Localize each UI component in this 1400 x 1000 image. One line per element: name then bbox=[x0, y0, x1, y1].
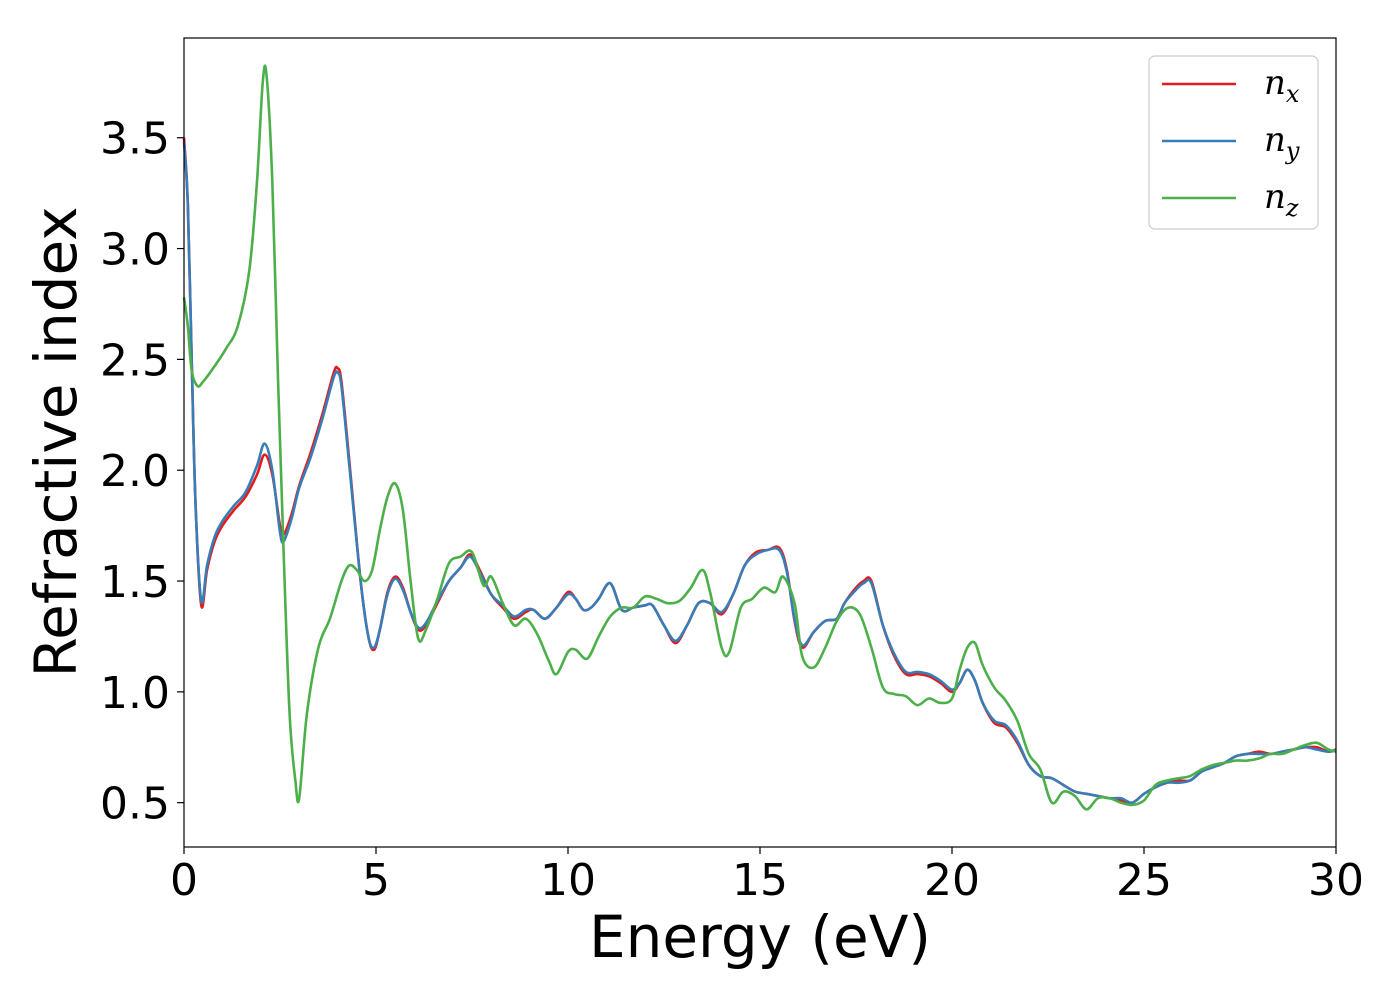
x-tick-label: 20 bbox=[924, 855, 980, 906]
x-tick-label: 25 bbox=[1116, 855, 1172, 906]
y-tick-label: 1.5 bbox=[100, 557, 170, 608]
series-line-y bbox=[182, 142, 1337, 805]
legend-label-subscript: y bbox=[1285, 137, 1300, 165]
legend-label-x: nx bbox=[1264, 63, 1300, 108]
x-tick-label: 0 bbox=[170, 855, 198, 906]
x-tick-label: 15 bbox=[732, 855, 788, 906]
y-tick-label: 3.5 bbox=[100, 114, 170, 165]
y-tick-label: 0.5 bbox=[100, 779, 170, 830]
x-tick-label: 5 bbox=[362, 855, 390, 906]
y-tick-label: 2.5 bbox=[100, 335, 170, 386]
legend-label-base: n bbox=[1264, 63, 1286, 103]
legend-label-base: n bbox=[1264, 120, 1286, 160]
tick-layer: 0 5 10 15 20 25 30 0.5 1.0 1.5 2.0 2.5 3.0 3.5 bbox=[100, 114, 1364, 906]
y-axis-label: Refractive index bbox=[22, 206, 90, 677]
x-tick-label: 30 bbox=[1308, 855, 1364, 906]
series-line-x bbox=[182, 137, 1337, 805]
plot-frame bbox=[183, 37, 1337, 848]
legend-label-base: n bbox=[1264, 177, 1286, 217]
x-axis-label: Energy (eV) bbox=[589, 903, 931, 971]
legend-label-y: ny bbox=[1264, 120, 1300, 165]
legend-label-subscript: x bbox=[1286, 80, 1300, 108]
series-line-z bbox=[182, 64, 1337, 811]
x-tick-label: 10 bbox=[540, 855, 596, 906]
legend-box bbox=[1148, 55, 1319, 230]
y-tick-label: 1.0 bbox=[100, 668, 170, 719]
legend-label-subscript: z bbox=[1285, 194, 1299, 222]
series-layer bbox=[182, 64, 1337, 811]
y-tick-label: 3.0 bbox=[100, 225, 170, 276]
legend-label-z: nz bbox=[1264, 177, 1299, 222]
y-tick-label: 2.0 bbox=[100, 446, 170, 497]
